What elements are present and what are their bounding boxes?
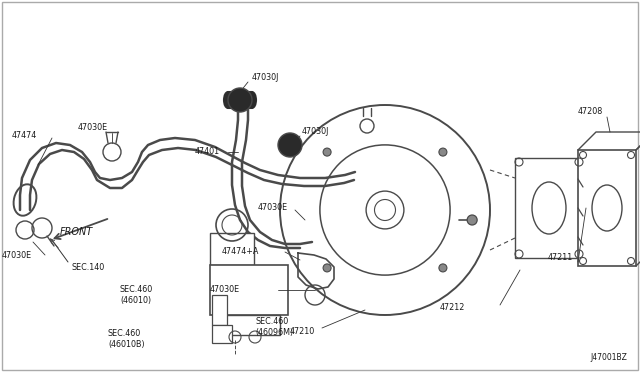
Ellipse shape bbox=[228, 91, 238, 109]
Circle shape bbox=[439, 148, 447, 156]
Ellipse shape bbox=[233, 91, 243, 109]
Text: SEC.460: SEC.460 bbox=[120, 285, 153, 295]
Circle shape bbox=[323, 264, 331, 272]
Ellipse shape bbox=[226, 91, 236, 109]
Circle shape bbox=[467, 215, 477, 225]
Bar bbox=[210, 265, 288, 315]
Ellipse shape bbox=[240, 91, 250, 109]
Ellipse shape bbox=[232, 91, 242, 109]
Text: 47030E: 47030E bbox=[2, 250, 32, 260]
Text: SEC.140: SEC.140 bbox=[72, 263, 105, 273]
Text: 47211: 47211 bbox=[548, 253, 573, 263]
Text: 47210: 47210 bbox=[290, 327, 316, 337]
Text: 47030E: 47030E bbox=[210, 285, 240, 295]
Text: 47474: 47474 bbox=[12, 131, 37, 140]
Ellipse shape bbox=[245, 91, 255, 109]
Text: 47030E: 47030E bbox=[78, 124, 108, 132]
Ellipse shape bbox=[224, 91, 234, 109]
Text: J47001BZ: J47001BZ bbox=[590, 353, 627, 362]
Text: (46010): (46010) bbox=[120, 295, 151, 305]
Text: 47208: 47208 bbox=[578, 108, 604, 116]
Ellipse shape bbox=[225, 91, 235, 109]
Ellipse shape bbox=[235, 91, 245, 109]
Circle shape bbox=[323, 148, 331, 156]
Text: FRONT: FRONT bbox=[60, 227, 93, 237]
Text: 47030J: 47030J bbox=[302, 128, 330, 137]
Ellipse shape bbox=[227, 91, 237, 109]
Bar bbox=[212, 325, 232, 343]
Text: SEC.460: SEC.460 bbox=[255, 317, 288, 327]
Bar bbox=[210, 233, 254, 265]
Ellipse shape bbox=[231, 91, 241, 109]
Ellipse shape bbox=[243, 91, 253, 109]
Ellipse shape bbox=[234, 91, 244, 109]
Circle shape bbox=[278, 133, 302, 157]
Circle shape bbox=[228, 88, 252, 112]
Ellipse shape bbox=[237, 91, 247, 109]
Ellipse shape bbox=[246, 91, 256, 109]
Text: 47030J: 47030J bbox=[252, 74, 280, 83]
Bar bbox=[515, 158, 583, 258]
Text: (46096M): (46096M) bbox=[255, 327, 293, 337]
Ellipse shape bbox=[230, 91, 240, 109]
Bar bbox=[212, 295, 227, 325]
Ellipse shape bbox=[242, 91, 252, 109]
Ellipse shape bbox=[239, 91, 249, 109]
Ellipse shape bbox=[236, 91, 246, 109]
Ellipse shape bbox=[244, 91, 254, 109]
Text: 47030E: 47030E bbox=[258, 202, 288, 212]
Text: SEC.460: SEC.460 bbox=[108, 330, 141, 339]
Bar bbox=[578, 150, 636, 266]
Ellipse shape bbox=[223, 91, 233, 109]
Bar bbox=[220, 315, 280, 335]
Text: 47212: 47212 bbox=[440, 304, 465, 312]
Text: (46010B): (46010B) bbox=[108, 340, 145, 349]
Text: 47401: 47401 bbox=[195, 148, 220, 157]
Ellipse shape bbox=[229, 91, 239, 109]
Circle shape bbox=[439, 264, 447, 272]
Ellipse shape bbox=[241, 91, 251, 109]
Text: 47474+A: 47474+A bbox=[222, 247, 259, 257]
Ellipse shape bbox=[247, 91, 257, 109]
Ellipse shape bbox=[238, 91, 248, 109]
